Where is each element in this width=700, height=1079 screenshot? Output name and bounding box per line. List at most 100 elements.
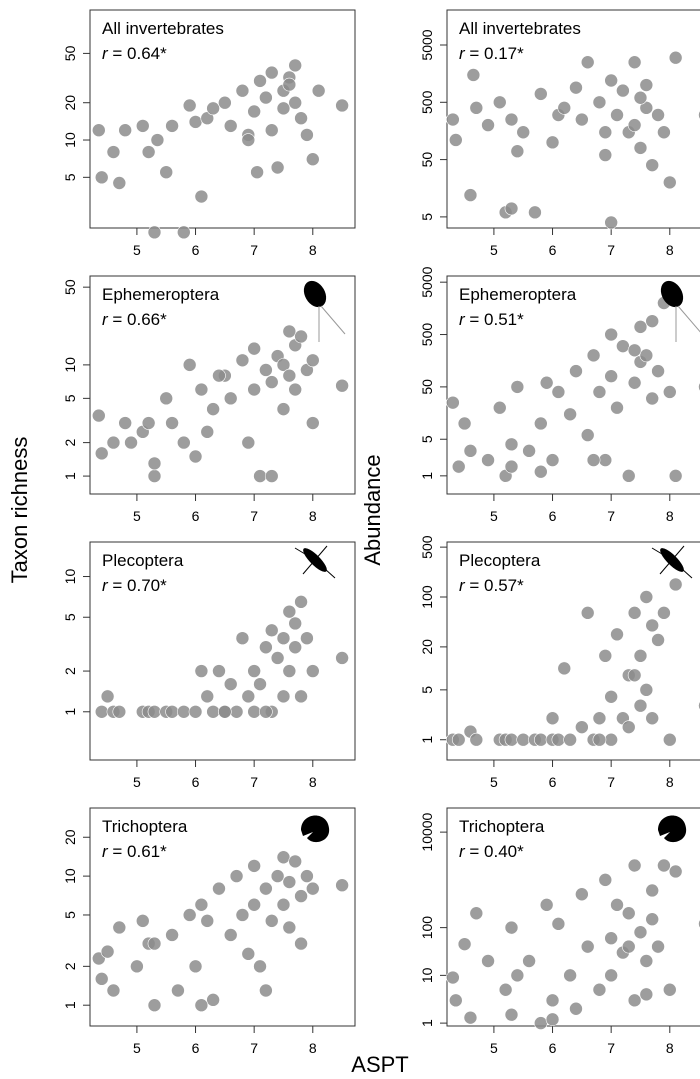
point [504,920,519,935]
x-tick-label: 6 [192,1040,200,1056]
x-tick-label: 5 [490,242,498,258]
panel-title: Trichoptera [459,817,545,836]
point [621,720,636,734]
point [604,369,618,384]
icon-body [303,280,327,308]
point [212,664,226,678]
point [598,649,613,663]
point [259,983,273,998]
point [247,341,261,356]
insect-icon [301,815,330,843]
x-tick-label: 6 [192,508,200,524]
stat-symbol: r [102,576,109,595]
point [305,664,320,678]
y-tick-label: 10 [419,967,435,983]
point [241,133,256,147]
point [598,873,613,887]
point [551,732,566,747]
insect-icon [651,545,693,579]
point [545,135,560,150]
point [147,225,162,240]
y-tick-label: 5000 [419,29,435,60]
point [235,83,250,98]
point [481,118,495,132]
point [259,640,273,655]
point [586,348,601,363]
plot-frame [89,807,356,1027]
point [510,144,525,159]
point [639,590,654,604]
point [135,914,150,928]
point [147,469,162,483]
point [469,732,484,747]
y-tick-label: 500 [419,323,435,347]
point [545,993,560,1008]
y-tick-label: 5 [419,213,435,221]
y-tick-label: 100 [419,585,435,609]
point [218,704,232,719]
point [159,165,174,179]
insect-icon [660,280,700,342]
point [165,119,179,133]
point [194,998,209,1012]
point [492,95,507,110]
point [282,920,297,935]
point [651,364,665,378]
x-tick-label: 6 [192,774,200,790]
point [504,201,519,216]
point [522,954,536,968]
point [305,881,320,896]
point [165,416,179,430]
point [598,148,613,162]
y-tick-label: 10000 [419,812,435,851]
point [534,87,548,101]
point [580,428,595,442]
point [223,119,238,133]
point [580,55,595,70]
stat-text: = 0.17* [465,44,524,63]
point [206,704,220,719]
point [147,998,162,1012]
point [627,993,642,1008]
x-tick-label: 5 [133,242,141,258]
point [94,972,109,986]
point [182,908,197,922]
point [463,444,478,458]
point [159,391,174,406]
point [539,898,554,912]
point [288,640,302,655]
x-tick-label: 7 [607,774,615,790]
point [106,983,121,998]
point [492,400,507,415]
x-tick-label: 5 [133,508,141,524]
point [563,968,577,983]
point [534,416,548,431]
x-axis-title: ASPT [351,1052,408,1077]
point [229,869,244,883]
point [633,649,648,663]
point [118,416,132,430]
point [592,95,607,110]
y-tick-label: 1 [419,736,435,744]
stat-symbol: r [459,44,466,63]
icon-leg [314,545,328,561]
point [575,720,589,734]
stat-label: r = 0.61* [102,842,167,861]
stat-symbol: r [102,842,109,861]
point [91,123,106,138]
point [276,631,291,645]
stat-text: = 0.51* [465,310,524,329]
x-tick-label: 6 [549,508,557,524]
x-tick-label: 5 [490,508,498,524]
point [259,363,273,377]
point [498,982,513,997]
point [253,469,267,483]
point [106,145,121,159]
stat-symbol: r [459,576,466,595]
x-tick-label: 6 [192,242,200,258]
x-tick-label: 6 [549,242,557,258]
y-tick-label: 1 [62,1001,78,1009]
point [662,982,677,997]
plot-frame [446,541,700,761]
